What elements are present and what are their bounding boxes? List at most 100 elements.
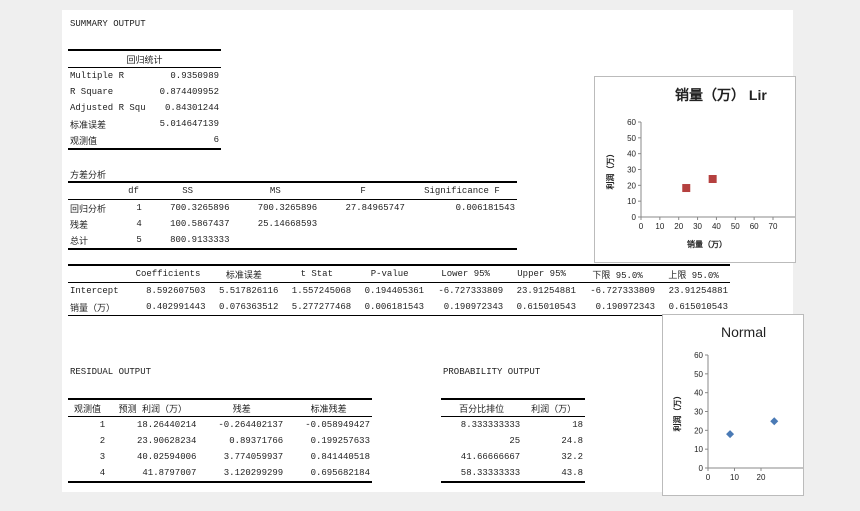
table-cell: 0.841440518 bbox=[310, 452, 370, 462]
data-point bbox=[708, 175, 717, 183]
data-point bbox=[770, 417, 779, 426]
table-cell: 总计 bbox=[70, 236, 89, 247]
column-header: 下限 95.0% bbox=[578, 265, 658, 283]
y-tick-label: 30 bbox=[627, 166, 636, 175]
table-row: 标准误差 5.014647139 bbox=[68, 116, 221, 132]
column-header: 上限 95.0% bbox=[657, 265, 730, 283]
stat-label: R Square bbox=[70, 87, 114, 97]
stat-value: 0.84301244 bbox=[164, 103, 219, 113]
data-point bbox=[682, 184, 691, 193]
x-tick-label: 10 bbox=[655, 222, 664, 231]
table-row: R Square 0.874409952 bbox=[68, 84, 221, 100]
table-row: Adjusted R Squ 0.84301244 bbox=[68, 100, 221, 116]
table-cell: 0.190972343 bbox=[443, 302, 504, 312]
y-tick-label: 60 bbox=[627, 118, 636, 127]
table-cell: 25.14668593 bbox=[257, 219, 318, 229]
table-cell: 0.006181543 bbox=[455, 203, 515, 213]
table-row: 回归分析 1 700.3265896 700.3265896 27.84965747 0.… bbox=[68, 200, 517, 217]
table-cell: 4 bbox=[99, 468, 106, 478]
table-cell: 23.91254881 bbox=[516, 286, 576, 296]
y-tick-label: 60 bbox=[694, 351, 703, 360]
table-cell: 27.84965747 bbox=[345, 203, 405, 213]
column-header: t Stat bbox=[280, 265, 354, 283]
table-cell: 100.5867437 bbox=[170, 219, 230, 229]
anova-table: df SS MS F Significance F 回归分析 1 700.3265896 700… bbox=[68, 181, 517, 250]
summary-title: SUMMARY OUTPUT bbox=[70, 19, 146, 29]
table-cell: 1.557245068 bbox=[291, 286, 352, 296]
x-tick-label: 10 bbox=[730, 473, 739, 482]
column-header: 百分比排位 bbox=[441, 399, 523, 417]
table-cell: 800.9133333 bbox=[170, 235, 230, 245]
x-tick-label: 0 bbox=[639, 222, 644, 231]
column-header: Lower 95% bbox=[426, 265, 506, 283]
anova-title: 方差分析 bbox=[70, 171, 107, 181]
table-cell: 回归分析 bbox=[70, 204, 107, 215]
table-row: 25 24.8 bbox=[441, 433, 585, 449]
table-cell: -0.264402137 bbox=[218, 420, 284, 430]
data-point bbox=[726, 430, 735, 439]
table-cell: 0.190972343 bbox=[595, 302, 656, 312]
normal-probability-plot-chart[interactable]: Normal 0 10 20 30 40 50 60 0 10 20 利润（万） bbox=[662, 314, 804, 496]
table-cell: 8.592607503 bbox=[146, 286, 206, 296]
x-tick-label: 50 bbox=[731, 222, 740, 231]
table-row: Multiple R 0.9350989 bbox=[68, 68, 221, 85]
table-cell bbox=[231, 232, 319, 249]
table-cell: 18 bbox=[572, 420, 583, 430]
y-tick-label: 50 bbox=[627, 134, 636, 143]
table-cell: -6.727333809 bbox=[438, 286, 504, 296]
column-header bbox=[68, 265, 129, 283]
table-cell: Intercept bbox=[70, 286, 119, 296]
column-header: 标准误差 bbox=[207, 265, 281, 283]
y-tick-label: 10 bbox=[694, 445, 703, 454]
y-tick-label: 40 bbox=[694, 389, 703, 398]
table-cell: 43.8 bbox=[561, 468, 583, 478]
table-cell: 8.333333333 bbox=[460, 420, 521, 430]
table-row: 1 18.26440214 -0.264402137 -0.058949427 bbox=[68, 417, 372, 434]
table-row: 41.66666667 32.2 bbox=[441, 449, 585, 465]
table-cell: 1 bbox=[99, 420, 106, 430]
stat-value: 5.014647139 bbox=[159, 119, 219, 129]
stat-label: Adjusted R Squ bbox=[70, 103, 146, 113]
table-cell: 18.26440214 bbox=[137, 420, 197, 430]
table-cell: 40.02594006 bbox=[137, 452, 197, 462]
regression-stats-table: 回归统计 Multiple R 0.9350989 R Square 0.874409… bbox=[68, 49, 221, 150]
x-tick-label: 0 bbox=[706, 473, 711, 482]
residual-title: RESIDUAL OUTPUT bbox=[70, 367, 152, 377]
x-tick-label: 30 bbox=[693, 222, 702, 231]
table-row: 4 41.8797007 3.120299299 0.695682184 bbox=[68, 465, 372, 482]
table-cell: 销量（万） bbox=[70, 303, 116, 314]
column-header: MS bbox=[231, 182, 320, 200]
y-axis-label: 利润（万） bbox=[605, 150, 615, 191]
y-axis-label: 利润（万） bbox=[672, 392, 682, 433]
column-header: Coefficients bbox=[128, 265, 208, 283]
table-row: 销量（万） 0.402991443 0.076363512 5.277277468 0.… bbox=[68, 299, 730, 316]
column-header: Significance F bbox=[406, 182, 517, 200]
y-tick-label: 20 bbox=[694, 426, 703, 435]
stat-value: 0.9350989 bbox=[170, 71, 219, 81]
y-tick-label: 30 bbox=[694, 408, 703, 417]
stat-label: 观测值 bbox=[70, 136, 98, 147]
table-row: 总计 5 800.9133333 bbox=[68, 232, 517, 249]
table-cell: 0.615010543 bbox=[516, 302, 576, 312]
column-header: F bbox=[319, 182, 407, 200]
table-cell: 5.517826116 bbox=[218, 286, 279, 296]
column-header: 标准残差 bbox=[285, 399, 372, 417]
table-cell: 0.89371766 bbox=[229, 436, 284, 446]
reg-stats-header: 回归统计 bbox=[68, 50, 221, 68]
table-cell: 1 bbox=[136, 203, 142, 213]
column-header: Upper 95% bbox=[505, 265, 578, 283]
table-cell: 5.277277468 bbox=[291, 302, 352, 312]
table-cell: 700.3265896 bbox=[257, 203, 318, 213]
table-cell: 0.695682184 bbox=[310, 468, 370, 478]
table-cell: 3.120299299 bbox=[223, 468, 284, 478]
probability-title: PROBABILITY OUTPUT bbox=[443, 367, 541, 377]
table-cell: 0.199257633 bbox=[310, 436, 370, 446]
column-header: 残差 bbox=[198, 399, 286, 417]
table-cell bbox=[407, 216, 517, 232]
table-cell: 4 bbox=[136, 219, 142, 229]
column-header: P-value bbox=[353, 265, 427, 283]
y-tick-label: 20 bbox=[627, 181, 636, 190]
line-fit-plot-chart[interactable]: 销量（万） Lir 0 10 20 30 40 50 60 0 10 20 30 40 50 60 70 利润（… bbox=[594, 76, 796, 263]
y-tick-label: 0 bbox=[632, 213, 637, 222]
table-cell: -0.058949427 bbox=[305, 420, 370, 430]
